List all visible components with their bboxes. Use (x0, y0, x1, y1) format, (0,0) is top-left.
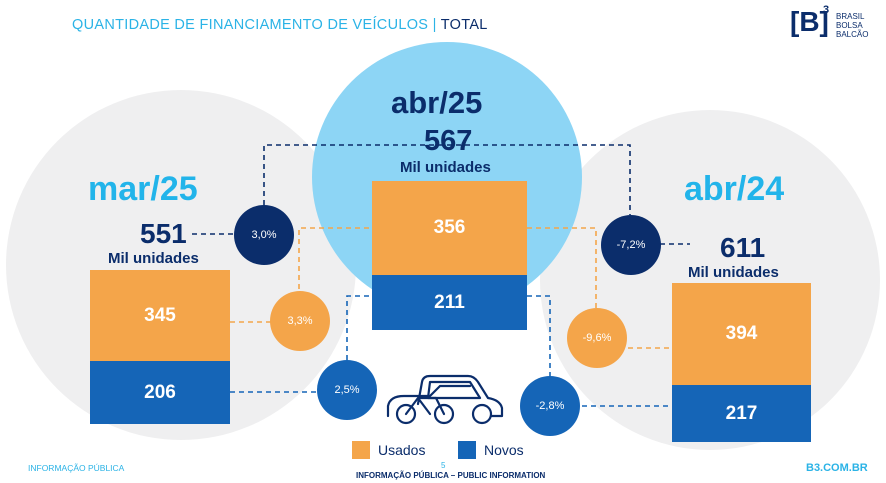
connector-usados-left (230, 227, 372, 323)
variation-usados-vs-mar25: 3,3% (270, 291, 330, 351)
period-label-abr25: abr/25 (391, 85, 483, 120)
connector-total-left (192, 144, 690, 245)
variation-total-vs-abr24: -7,2% (601, 215, 661, 275)
footer-public-info: INFORMAÇÃO PÚBLICA (28, 463, 125, 473)
legend-swatch-usados (352, 441, 370, 459)
title-main: QUANTIDADE DE FINANCIAMENTO DE VEÍCULOS (72, 17, 429, 33)
footer-public-information: INFORMAÇÃO PÚBLICA – PUBLIC INFORMATION (356, 471, 546, 480)
total-unit-abr25: Mil unidades (400, 159, 491, 176)
bar-novos-abr25: 211 (372, 275, 527, 330)
variation-usados-vs-abr24: -9,6% (567, 308, 627, 368)
legend-label-usados: Usados (378, 442, 426, 458)
total-unit-abr24: Mil unidades (688, 264, 779, 281)
total-value-mar25: 551 (140, 218, 187, 249)
logo-line1: BRASIL (836, 12, 865, 21)
total-value-abr25: 567 (424, 125, 473, 157)
period-label-abr24: abr/24 (684, 170, 785, 208)
page-title: QUANTIDADE DE FINANCIAMENTO DE VEÍCULOS … (72, 17, 488, 33)
logo-superscript: 3 (823, 4, 830, 16)
page-number: 5 (441, 461, 446, 470)
legend-swatch-novos (458, 441, 476, 459)
vehicles-icon (386, 374, 504, 425)
title-total: TOTAL (440, 17, 488, 33)
logo-line3: BALCÃO (836, 30, 869, 39)
bar-usados-abr24: 394 (672, 283, 811, 385)
total-value-abr24: 611 (720, 232, 766, 263)
logo-line2: BOLSA (836, 21, 863, 30)
bar-usados-abr25: 356 (372, 181, 527, 275)
title-separator: | (432, 17, 437, 33)
b3-logo: [B] 3 BRASIL BOLSA BALCÃO (790, 4, 880, 44)
period-label-mar25: mar/25 (88, 170, 198, 208)
variation-novos-vs-abr24: -2,8% (520, 376, 580, 436)
bar-novos-mar25: 206 (90, 361, 230, 424)
variation-total-vs-mar25: 3,0% (234, 205, 294, 265)
bar-usados-mar25: 345 (90, 270, 230, 361)
variation-novos-vs-mar25: 2,5% (317, 360, 377, 420)
connector-novos-left (230, 295, 372, 393)
connector-usados-right (527, 227, 672, 349)
legend-label-novos: Novos (484, 442, 524, 458)
bar-novos-abr24: 217 (672, 385, 811, 442)
logo-mark: [B] (790, 6, 829, 37)
footer-website: B3.COM.BR (806, 462, 868, 474)
connector-novos-right (527, 295, 672, 407)
total-unit-mar25: Mil unidades (108, 250, 199, 267)
